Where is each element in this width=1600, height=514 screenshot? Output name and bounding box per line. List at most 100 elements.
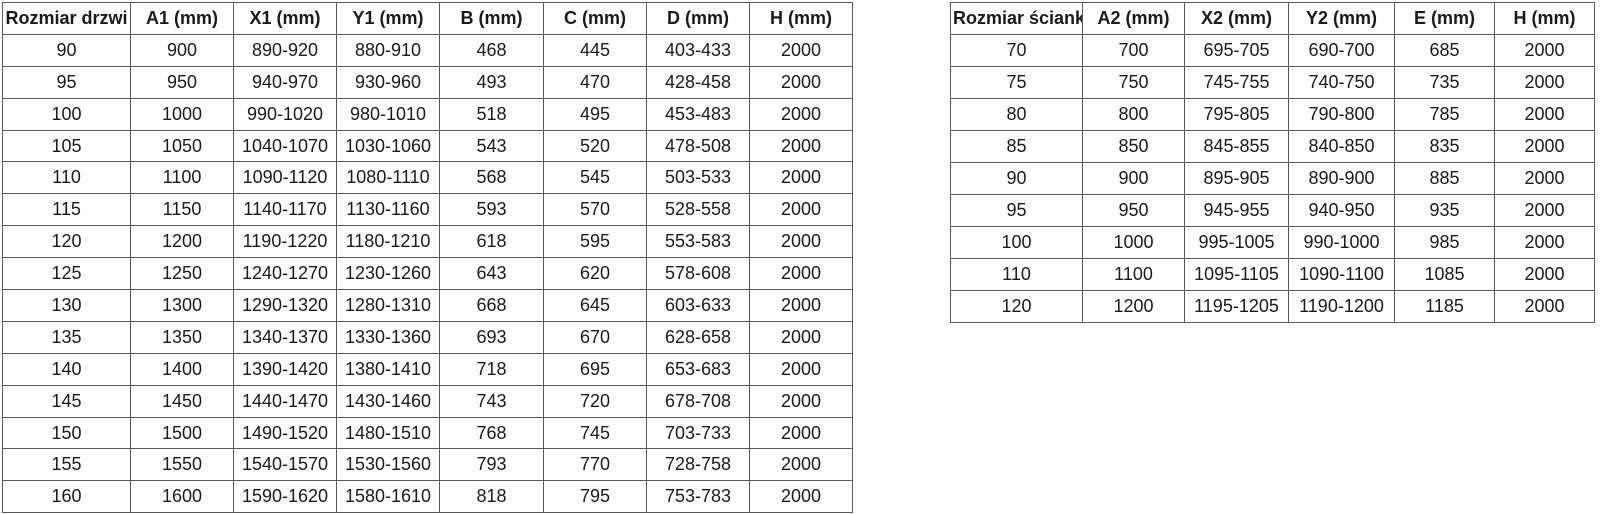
table-cell: 135 — [2, 320, 131, 354]
table-cell: 645 — [543, 289, 647, 322]
table-row: 105 1050 1040-1070 1030-1060 543 520 478-508 20… — [2, 129, 853, 163]
table-cell: 2000 — [1494, 290, 1595, 323]
table-cell: 800 — [1082, 98, 1185, 131]
table-cell: 720 — [543, 384, 647, 418]
header-cell: E (mm) — [1394, 2, 1495, 35]
table-cell: 495 — [543, 97, 647, 131]
table-cell: 700 — [1082, 34, 1185, 67]
table-cell: 75 — [950, 66, 1083, 99]
table-cell: 745 — [543, 416, 647, 450]
table-cell: 428-458 — [646, 65, 750, 99]
header-cell: Y1 (mm) — [336, 2, 440, 35]
table-cell: 1085 — [1394, 258, 1495, 291]
wall-sizes-table: Rozmiar ścianki A2 (mm) X2 (mm) Y2 (mm) E (m… — [950, 2, 1595, 323]
table-cell: 835 — [1394, 130, 1495, 163]
table-cell: 140 — [2, 352, 131, 386]
table-cell: 553-583 — [646, 225, 750, 259]
header-cell: X2 (mm) — [1184, 2, 1289, 35]
table-cell: 120 — [950, 290, 1083, 323]
table-cell: 845-855 — [1184, 130, 1289, 163]
table-cell: 105 — [2, 129, 131, 163]
table-cell: 100 — [2, 97, 131, 131]
table-cell: 1030-1060 — [336, 129, 440, 163]
table-cell: 618 — [439, 225, 544, 259]
header-cell: D (mm) — [646, 2, 750, 35]
table-cell: 1590-1620 — [233, 480, 337, 514]
table-row: 100 1000 995-1005 990-1000 985 2000 — [950, 226, 1595, 259]
table-cell: 850 — [1082, 130, 1185, 163]
table-cell: 453-483 — [646, 97, 750, 131]
table-cell: 895-905 — [1184, 162, 1289, 195]
table-cell: 940-970 — [233, 65, 337, 99]
table-cell: 1190-1220 — [233, 225, 337, 259]
table-cell: 595 — [543, 225, 647, 259]
table-cell: 85 — [950, 130, 1083, 163]
table-cell: 1600 — [130, 480, 234, 514]
table-cell: 990-1020 — [233, 97, 337, 131]
table-row: 100 1000 990-1020 980-1010 518 495 453-483 2000 — [2, 97, 853, 131]
table-cell: 1550 — [130, 448, 234, 482]
table-cell: 793 — [439, 448, 544, 482]
table-cell: 2000 — [1494, 194, 1595, 227]
table-cell: 503-533 — [646, 161, 750, 195]
table-cell: 643 — [439, 257, 544, 291]
table-row: 130 1300 1290-1320 1280-1310 668 645 603-633 20… — [2, 289, 853, 322]
table-cell: 670 — [543, 320, 647, 354]
table-cell: 940-950 — [1288, 194, 1395, 227]
table-cell: 1000 — [130, 97, 234, 131]
table-cell: 2000 — [749, 352, 853, 386]
table-cell: 2000 — [1494, 162, 1595, 195]
table-cell: 1195-1205 — [1184, 290, 1289, 323]
table-cell: 1300 — [130, 289, 234, 322]
table-cell: 980-1010 — [336, 97, 440, 131]
table-cell: 2000 — [749, 161, 853, 195]
table-row: 160 1600 1590-1620 1580-1610 818 795 753-783 20… — [2, 480, 853, 514]
table-cell: 1095-1105 — [1184, 258, 1289, 291]
table-cell: 1180-1210 — [336, 225, 440, 259]
header-cell: Y2 (mm) — [1288, 2, 1395, 35]
table-cell: 1040-1070 — [233, 129, 337, 163]
table-cell: 593 — [439, 193, 544, 227]
table-cell: 1250 — [130, 257, 234, 291]
table-cell: 2000 — [749, 65, 853, 99]
table-row: 85 850 845-855 840-850 835 2000 — [950, 130, 1595, 163]
table-cell: 750 — [1082, 66, 1185, 99]
table-cell: 2000 — [749, 33, 853, 67]
header-cell: H (mm) — [749, 2, 853, 35]
table-row: 115 1150 1140-1170 1130-1160 593 570 528-558 20… — [2, 193, 853, 227]
table-cell: 1090-1100 — [1288, 258, 1395, 291]
header-cell: Rozmiar ścianki — [950, 2, 1083, 35]
table-cell: 603-633 — [646, 289, 750, 322]
table-cell: 690-700 — [1288, 34, 1395, 67]
table-cell: 950 — [130, 65, 234, 99]
table-cell: 900 — [1082, 162, 1185, 195]
table-cell: 145 — [2, 384, 131, 418]
table-cell: 1450 — [130, 384, 234, 418]
table-row: 90 900 890-920 880-910 468 445 403-433 2000 — [2, 33, 853, 67]
table-cell: 160 — [2, 480, 131, 514]
table-cell: 2000 — [749, 225, 853, 259]
header-cell: A2 (mm) — [1082, 2, 1185, 35]
table-cell: 520 — [543, 129, 647, 163]
table-cell: 985 — [1394, 226, 1495, 259]
table-cell: 735 — [1394, 66, 1495, 99]
table-cell: 1200 — [130, 225, 234, 259]
table-cell: 90 — [2, 33, 131, 67]
table-cell: 1330-1360 — [336, 320, 440, 354]
table-cell: 818 — [439, 480, 544, 514]
table-cell: 528-558 — [646, 193, 750, 227]
table-cell: 935 — [1394, 194, 1495, 227]
table-cell: 445 — [543, 33, 647, 67]
table-row: 145 1450 1440-1470 1430-1460 743 720 678-708 20… — [2, 384, 853, 418]
table-cell: 785 — [1394, 98, 1495, 131]
table-cell: 668 — [439, 289, 544, 322]
table-cell: 1140-1170 — [233, 193, 337, 227]
table-cell: 685 — [1394, 34, 1495, 67]
table-cell: 890-920 — [233, 33, 337, 67]
header-row: Rozmiar drzwi A1 (mm) X1 (mm) Y1 (mm) B (mm)… — [2, 2, 853, 35]
table-cell: 95 — [2, 65, 131, 99]
table-cell: 1100 — [1082, 258, 1185, 291]
header-cell: H (mm) — [1494, 2, 1595, 35]
table-cell: 718 — [439, 352, 544, 386]
table-cell: 620 — [543, 257, 647, 291]
